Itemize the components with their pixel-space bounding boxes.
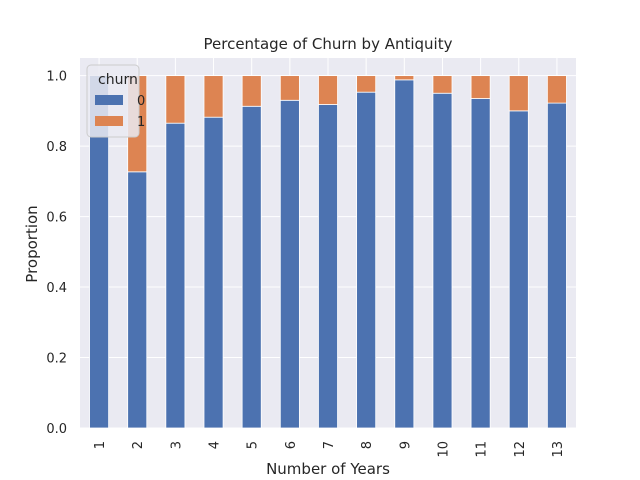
bar-churn-0-year-6 <box>279 99 300 429</box>
bars-group <box>89 75 567 429</box>
y-tick-label: 0.2 <box>46 352 67 367</box>
bar-churn-0-year-3 <box>165 122 186 429</box>
bar-churn-0-year-4 <box>203 116 224 429</box>
legend-title: churn <box>98 72 138 88</box>
legend-label-1: 1 <box>137 115 145 130</box>
bar-churn-1-year-8 <box>356 75 377 93</box>
bar-churn-0-year-7 <box>318 104 338 429</box>
bar-churn-0-year-12 <box>508 110 529 429</box>
x-tick-label: 7 <box>322 441 337 449</box>
y-axis-label: Proportion <box>23 205 41 282</box>
x-tick-label: 1 <box>93 441 108 449</box>
bar-churn-0-year-9 <box>394 79 415 429</box>
y-tick-label: 0.8 <box>46 140 67 155</box>
x-tick-label: 12 <box>513 441 528 458</box>
y-tick-labels: 0.0 0.2 0.4 0.6 0.8 1.0 <box>46 70 67 437</box>
x-tick-label: 11 <box>475 441 490 458</box>
bar-churn-1-year-4 <box>203 75 224 118</box>
y-tick-label: 0.6 <box>46 211 67 226</box>
x-tick-label: 9 <box>398 441 413 449</box>
bar-churn-1-year-12 <box>508 75 529 112</box>
bar-churn-1-year-10 <box>432 75 453 94</box>
y-tick-label: 1.0 <box>46 70 67 85</box>
bar-churn-1-year-7 <box>318 75 338 105</box>
bar-churn-0-year-11 <box>470 98 491 429</box>
bar-churn-0-year-2 <box>127 171 148 429</box>
bar-churn-0-year-10 <box>432 92 453 429</box>
x-tick-label: 6 <box>284 441 299 449</box>
bar-churn-0-year-13 <box>546 102 567 429</box>
y-tick-label: 0.4 <box>46 281 67 296</box>
legend: churn 0 1 <box>86 64 145 138</box>
bar-churn-1-year-6 <box>279 75 300 101</box>
x-tick-labels: 1 2 3 4 5 6 7 8 9 10 11 12 13 <box>93 441 566 458</box>
bar-churn-1-year-5 <box>241 75 262 107</box>
y-tick-label: 0.0 <box>46 422 67 437</box>
x-tick-label: 10 <box>436 441 451 458</box>
legend-swatch-1 <box>95 116 123 126</box>
legend-swatch-0 <box>95 95 123 105</box>
x-tick-label: 3 <box>169 441 184 449</box>
x-tick-label: 13 <box>551 441 566 458</box>
bar-churn-0-year-8 <box>356 91 377 429</box>
chart-title: Percentage of Churn by Antiquity <box>204 35 453 53</box>
bar-churn-1-year-3 <box>165 75 186 124</box>
x-tick-label: 4 <box>208 441 223 449</box>
legend-label-0: 0 <box>137 94 145 109</box>
x-tick-label: 2 <box>131 441 146 449</box>
bar-churn-1-year-9 <box>394 75 415 81</box>
x-tick-label: 5 <box>246 441 261 449</box>
bar-churn-1-year-13 <box>546 75 567 104</box>
x-axis-label: Number of Years <box>266 460 390 478</box>
bar-churn-1-year-11 <box>470 75 491 99</box>
x-tick-label: 8 <box>360 441 375 449</box>
bar-churn-0-year-5 <box>241 105 262 429</box>
